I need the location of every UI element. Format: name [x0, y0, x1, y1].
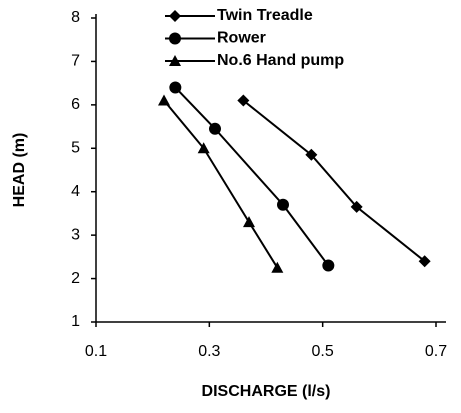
y-tick-label: 8	[71, 9, 80, 26]
marker	[158, 94, 170, 106]
y-tick-label: 2	[71, 270, 80, 287]
y-tick-label: 7	[71, 53, 80, 70]
y-tick-label: 3	[71, 226, 80, 243]
marker	[277, 198, 289, 211]
marker	[243, 216, 255, 228]
marker	[418, 255, 431, 268]
x-axis-label: DISCHARGE (l/s)	[202, 383, 331, 400]
y-tick-label: 4	[71, 183, 80, 200]
marker	[271, 261, 284, 273]
x-tick-label: 0.1	[85, 343, 107, 360]
marker	[169, 10, 181, 22]
line	[174, 86, 330, 267]
y-tick-label: 6	[71, 96, 80, 113]
x-tick-label: 0.3	[198, 343, 220, 360]
marker	[322, 259, 335, 272]
marker	[237, 94, 250, 107]
line	[163, 99, 279, 269]
marker	[169, 55, 181, 66]
marker	[305, 148, 318, 161]
x-tick-label: 0.5	[312, 343, 334, 360]
x-tick-label: 0.7	[425, 343, 447, 360]
legend-label: Twin Treadle	[217, 7, 313, 24]
y-axis-label: HEAD (m)	[11, 133, 28, 208]
marker	[169, 81, 182, 94]
marker	[169, 32, 181, 45]
line	[242, 99, 426, 262]
y-tick-label: 5	[71, 140, 80, 157]
marker	[209, 122, 221, 135]
y-tick-label: 1	[71, 313, 80, 330]
marker	[350, 200, 363, 213]
legend-label: Rower	[217, 30, 266, 47]
legend-label: No.6 Hand pump	[217, 52, 344, 69]
marker	[197, 142, 210, 154]
